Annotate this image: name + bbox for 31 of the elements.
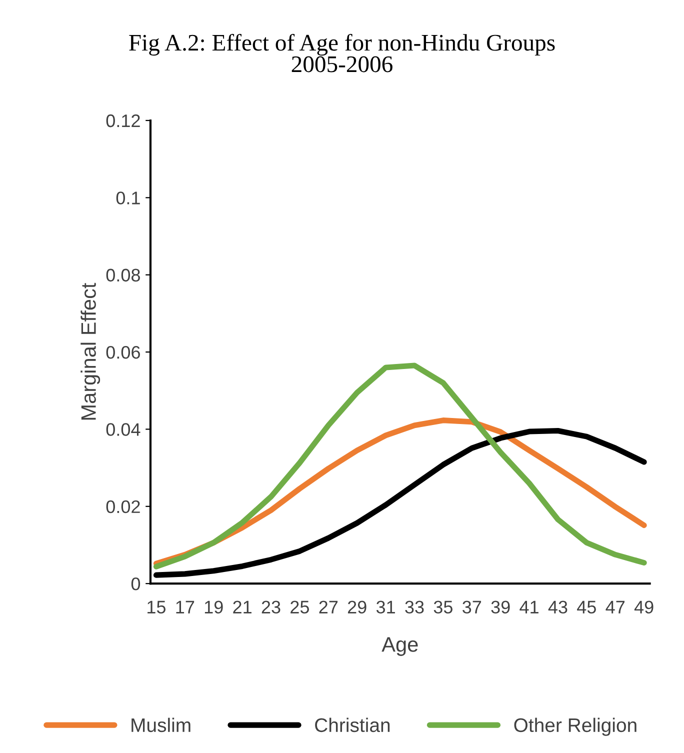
x-tick-label: 37: [462, 600, 482, 614]
x-tick-label: 43: [548, 600, 568, 614]
x-axis-title: Age: [382, 637, 418, 656]
x-tick-label: 49: [634, 600, 654, 614]
y-tick-label: 0.02: [106, 500, 140, 514]
x-tick-label: 45: [577, 600, 596, 614]
x-tick-label: 41: [520, 600, 538, 614]
x-tick-label: 39: [491, 600, 510, 614]
x-tick-label: 35: [434, 600, 452, 614]
x-tick-label: 19: [204, 600, 223, 614]
x-tick-label: 29: [348, 600, 366, 614]
y-tick-label: 0.1: [116, 192, 140, 204]
y-tick-label: 0: [131, 578, 140, 590]
y-tick-label: 0.04: [106, 423, 140, 436]
y-tick-label: 0.08: [106, 268, 140, 282]
x-tick-label: 23: [262, 600, 280, 614]
legend-label: Christian: [315, 718, 390, 732]
y-tick-label: 0.12: [106, 114, 140, 128]
x-tick-label: 33: [405, 600, 424, 614]
x-tick-label: 31: [376, 600, 395, 614]
y-axis-title: Marginal Effect: [80, 282, 100, 420]
x-tick-label: 25: [290, 600, 309, 614]
chart-title: Fig A.2: Effect of Age for non-Hindu Groups 2005-2006: [129, 34, 555, 72]
legend-label: Muslim: [132, 718, 190, 732]
x-tick-label: 27: [319, 600, 338, 614]
x-tick-label: 47: [606, 600, 624, 614]
legend-label: Other Religion: [514, 718, 636, 736]
x-tick-label: 15: [148, 600, 166, 614]
x-tick-label: 21: [233, 600, 252, 614]
y-tick-label: 0.06: [106, 346, 140, 359]
x-tick-label: 17: [176, 600, 194, 614]
